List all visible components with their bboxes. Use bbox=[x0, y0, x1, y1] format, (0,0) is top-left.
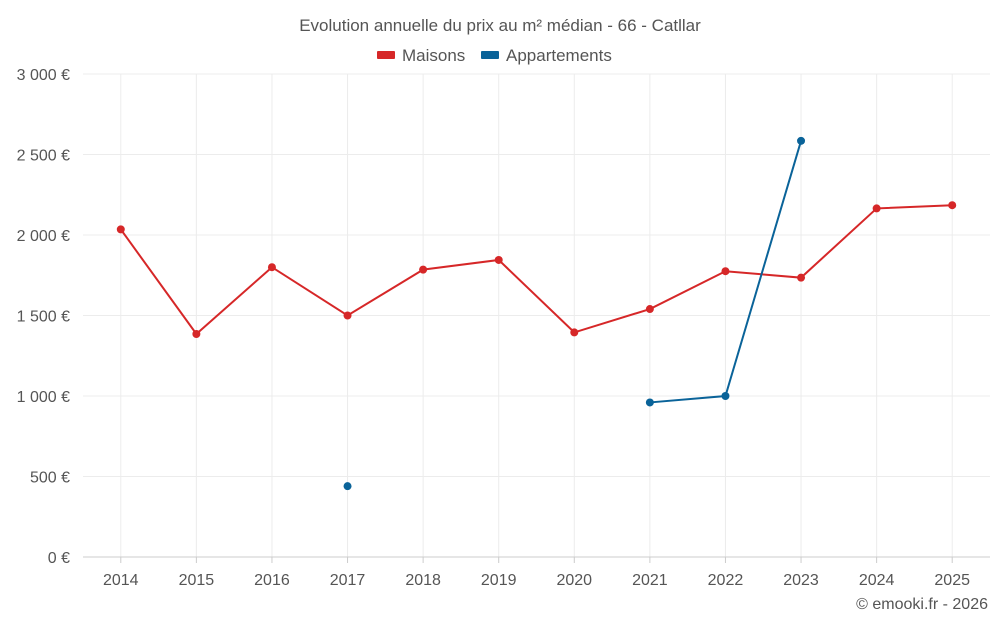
y-tick-label: 0 € bbox=[48, 550, 70, 567]
appartements-point[interactable] bbox=[721, 392, 730, 400]
y-axis-ticks: 0 € 500 € 1 000 € 1 500 € 2 000 € 2 500 € 3 00… bbox=[17, 67, 70, 567]
x-tick-label: 2014 bbox=[103, 572, 139, 589]
maisons-point[interactable] bbox=[948, 201, 957, 210]
x-tick-label: 2017 bbox=[330, 572, 366, 589]
maisons-point[interactable] bbox=[343, 311, 352, 320]
legend-swatch bbox=[481, 51, 499, 59]
x-tick-label: 2023 bbox=[783, 572, 819, 589]
y-tick-label: 2 000 € bbox=[17, 228, 70, 245]
series-group bbox=[116, 136, 957, 491]
maisons-line bbox=[119, 204, 953, 336]
gridlines bbox=[83, 73, 990, 557]
chart-title: Evolution annuelle du prix au m² médian … bbox=[299, 16, 701, 35]
x-tick-label: 2024 bbox=[859, 572, 895, 589]
x-axis-ticks: 2014 2015 2016 2017 2018 2019 2020 2021 2022 2023… bbox=[103, 557, 970, 589]
x-tick-label: 2025 bbox=[934, 572, 970, 589]
legend-item-maisons[interactable]: Maisons bbox=[377, 46, 465, 65]
maisons-point[interactable] bbox=[116, 225, 125, 234]
maisons-point[interactable] bbox=[267, 263, 276, 272]
maisons-point[interactable] bbox=[721, 267, 730, 276]
appartements-point[interactable] bbox=[645, 398, 654, 407]
maisons-point[interactable] bbox=[570, 328, 579, 337]
maisons-point[interactable] bbox=[419, 265, 428, 274]
credit-text: © emooki.fr - 2026 bbox=[856, 596, 988, 613]
y-tick-label: 500 € bbox=[30, 470, 70, 487]
appartements-point[interactable] bbox=[797, 136, 806, 145]
y-tick-label: 3 000 € bbox=[17, 67, 70, 84]
x-tick-label: 2021 bbox=[632, 572, 668, 589]
legend-swatch bbox=[377, 51, 395, 59]
x-tick-label: 2016 bbox=[254, 572, 290, 589]
maisons-point[interactable] bbox=[494, 255, 503, 264]
x-tick-label: 2022 bbox=[708, 572, 744, 589]
maisons-point[interactable] bbox=[872, 204, 881, 213]
series-maisons bbox=[116, 201, 957, 339]
x-tick-label: 2020 bbox=[556, 572, 592, 589]
y-tick-label: 2 500 € bbox=[17, 148, 70, 165]
maisons-point[interactable] bbox=[797, 273, 806, 282]
legend-label: Appartements bbox=[506, 46, 612, 65]
maisons-point[interactable] bbox=[192, 330, 201, 339]
series-appartements bbox=[343, 136, 806, 491]
x-tick-label: 2015 bbox=[179, 572, 215, 589]
x-tick-label: 2018 bbox=[405, 572, 441, 589]
maisons-point[interactable] bbox=[645, 305, 654, 314]
legend-label: Maisons bbox=[402, 46, 465, 65]
legend[interactable]: Maisons Appartements bbox=[377, 46, 612, 65]
y-tick-label: 1 000 € bbox=[17, 389, 70, 406]
y-tick-label: 1 500 € bbox=[17, 309, 70, 326]
legend-item-appartements[interactable]: Appartements bbox=[481, 46, 612, 65]
x-tick-label: 2019 bbox=[481, 572, 517, 589]
appartements-point[interactable] bbox=[343, 482, 352, 491]
